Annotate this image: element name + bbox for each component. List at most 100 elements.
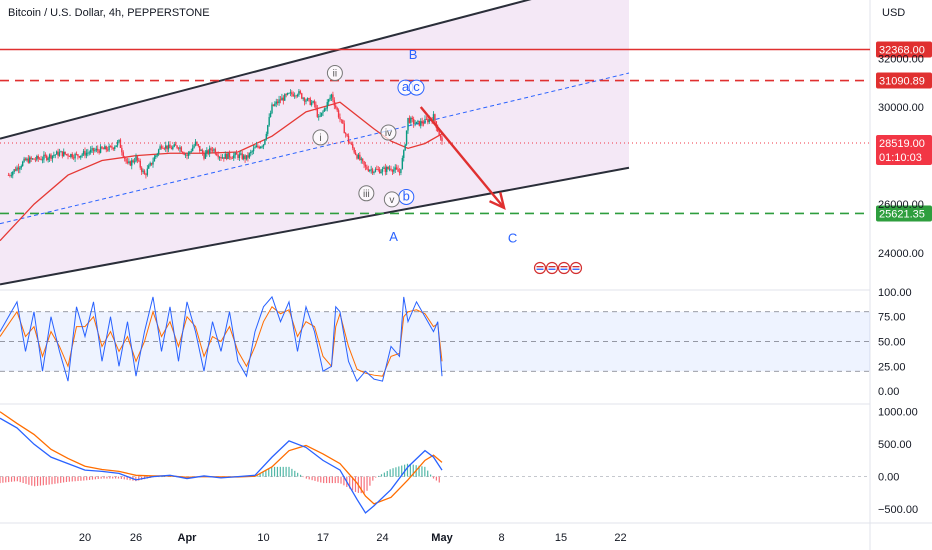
candle bbox=[217, 151, 219, 160]
macd-histogram-bar bbox=[418, 465, 420, 477]
candle-body bbox=[172, 146, 174, 150]
macd-histogram-bar bbox=[343, 476, 345, 486]
candle bbox=[109, 145, 112, 148]
candle-body bbox=[80, 155, 82, 158]
candle-body bbox=[136, 156, 139, 161]
candle-body bbox=[38, 158, 41, 160]
candle bbox=[337, 108, 340, 119]
candle-body bbox=[115, 145, 117, 147]
candle-body bbox=[221, 157, 224, 159]
candle-body bbox=[412, 119, 415, 125]
candle-body bbox=[262, 144, 265, 147]
candle-body bbox=[162, 147, 164, 149]
candle bbox=[208, 145, 211, 158]
candle bbox=[357, 153, 360, 160]
candle bbox=[65, 153, 68, 156]
candle bbox=[320, 112, 323, 117]
wave-label-i: i bbox=[319, 133, 321, 144]
candle-body bbox=[81, 154, 83, 156]
macd-histogram-bar bbox=[276, 466, 279, 477]
wave-label-ii: ii bbox=[333, 69, 337, 80]
forecast-arrow-shaft bbox=[419, 106, 505, 209]
candle bbox=[53, 151, 55, 158]
candle bbox=[182, 151, 184, 155]
macd-histogram-bar bbox=[91, 476, 94, 480]
candle bbox=[216, 151, 218, 157]
candle bbox=[63, 148, 65, 157]
candle-body bbox=[335, 105, 337, 108]
time-tick-label: 20 bbox=[79, 532, 91, 544]
candle-body bbox=[276, 101, 279, 104]
candle bbox=[395, 164, 398, 170]
candle bbox=[138, 158, 140, 163]
level-tag-0 bbox=[876, 41, 932, 58]
candle-body bbox=[160, 146, 163, 148]
candle-body bbox=[274, 103, 276, 106]
candle-body bbox=[428, 118, 430, 123]
candle bbox=[292, 91, 294, 97]
candle-body bbox=[166, 145, 168, 150]
macd-histogram-bar bbox=[297, 472, 299, 477]
stoch-tick-label: 75.00 bbox=[878, 312, 906, 324]
macd-histogram-bar bbox=[13, 476, 16, 482]
candle bbox=[417, 119, 419, 125]
macd-histogram-bar bbox=[57, 476, 59, 484]
macd-histogram-bar bbox=[285, 466, 287, 477]
macd-histogram-bar bbox=[5, 476, 7, 483]
candle-body bbox=[224, 153, 226, 159]
us-flag-stripe-icon bbox=[560, 268, 568, 270]
candle bbox=[180, 145, 183, 153]
candle-body bbox=[245, 155, 248, 160]
candle bbox=[204, 150, 207, 160]
macd-histogram-bar bbox=[398, 466, 400, 477]
candle-body bbox=[153, 157, 156, 162]
candle-body bbox=[230, 157, 232, 159]
candle bbox=[10, 171, 13, 178]
candle-body bbox=[58, 152, 61, 156]
candle-body bbox=[234, 152, 236, 156]
chart-title: Bitcoin / U.S. Dollar, 4h, PEPPERSTONE bbox=[8, 7, 210, 19]
candle-body bbox=[150, 162, 153, 165]
candle bbox=[386, 165, 388, 175]
candle-body bbox=[75, 153, 78, 155]
candle bbox=[279, 95, 282, 104]
candle-body bbox=[381, 168, 384, 172]
candle bbox=[43, 151, 45, 163]
candle-body bbox=[187, 152, 190, 156]
candle-body bbox=[206, 150, 208, 154]
candle bbox=[47, 156, 49, 163]
macd-histogram-bar bbox=[317, 476, 319, 482]
candle bbox=[136, 155, 139, 164]
candle-body bbox=[293, 95, 296, 97]
candle bbox=[57, 148, 59, 159]
candle bbox=[166, 145, 168, 153]
macd-histogram-bar bbox=[354, 476, 357, 492]
candle bbox=[267, 124, 269, 137]
candle-body bbox=[284, 94, 286, 101]
candle-body bbox=[400, 168, 402, 173]
candle-body bbox=[394, 167, 396, 170]
candle-body bbox=[342, 120, 344, 124]
candle bbox=[143, 169, 146, 175]
candle bbox=[54, 154, 56, 159]
candle bbox=[26, 157, 28, 162]
candle-body bbox=[325, 108, 327, 110]
candle-body bbox=[170, 147, 173, 150]
macd-histogram-bar bbox=[421, 466, 423, 477]
candle bbox=[170, 145, 173, 150]
candle bbox=[360, 156, 362, 164]
candle bbox=[95, 145, 98, 153]
candle bbox=[71, 152, 73, 160]
candle-body bbox=[143, 170, 146, 175]
macd-tick-label: −500.00 bbox=[878, 504, 918, 516]
macd-histogram-bar bbox=[308, 476, 310, 480]
candle bbox=[58, 148, 61, 157]
candle bbox=[275, 98, 277, 108]
candle bbox=[255, 141, 258, 148]
candle bbox=[115, 145, 117, 148]
candle bbox=[77, 153, 79, 160]
candle bbox=[177, 146, 180, 151]
candle bbox=[150, 162, 153, 166]
candle bbox=[424, 115, 426, 124]
